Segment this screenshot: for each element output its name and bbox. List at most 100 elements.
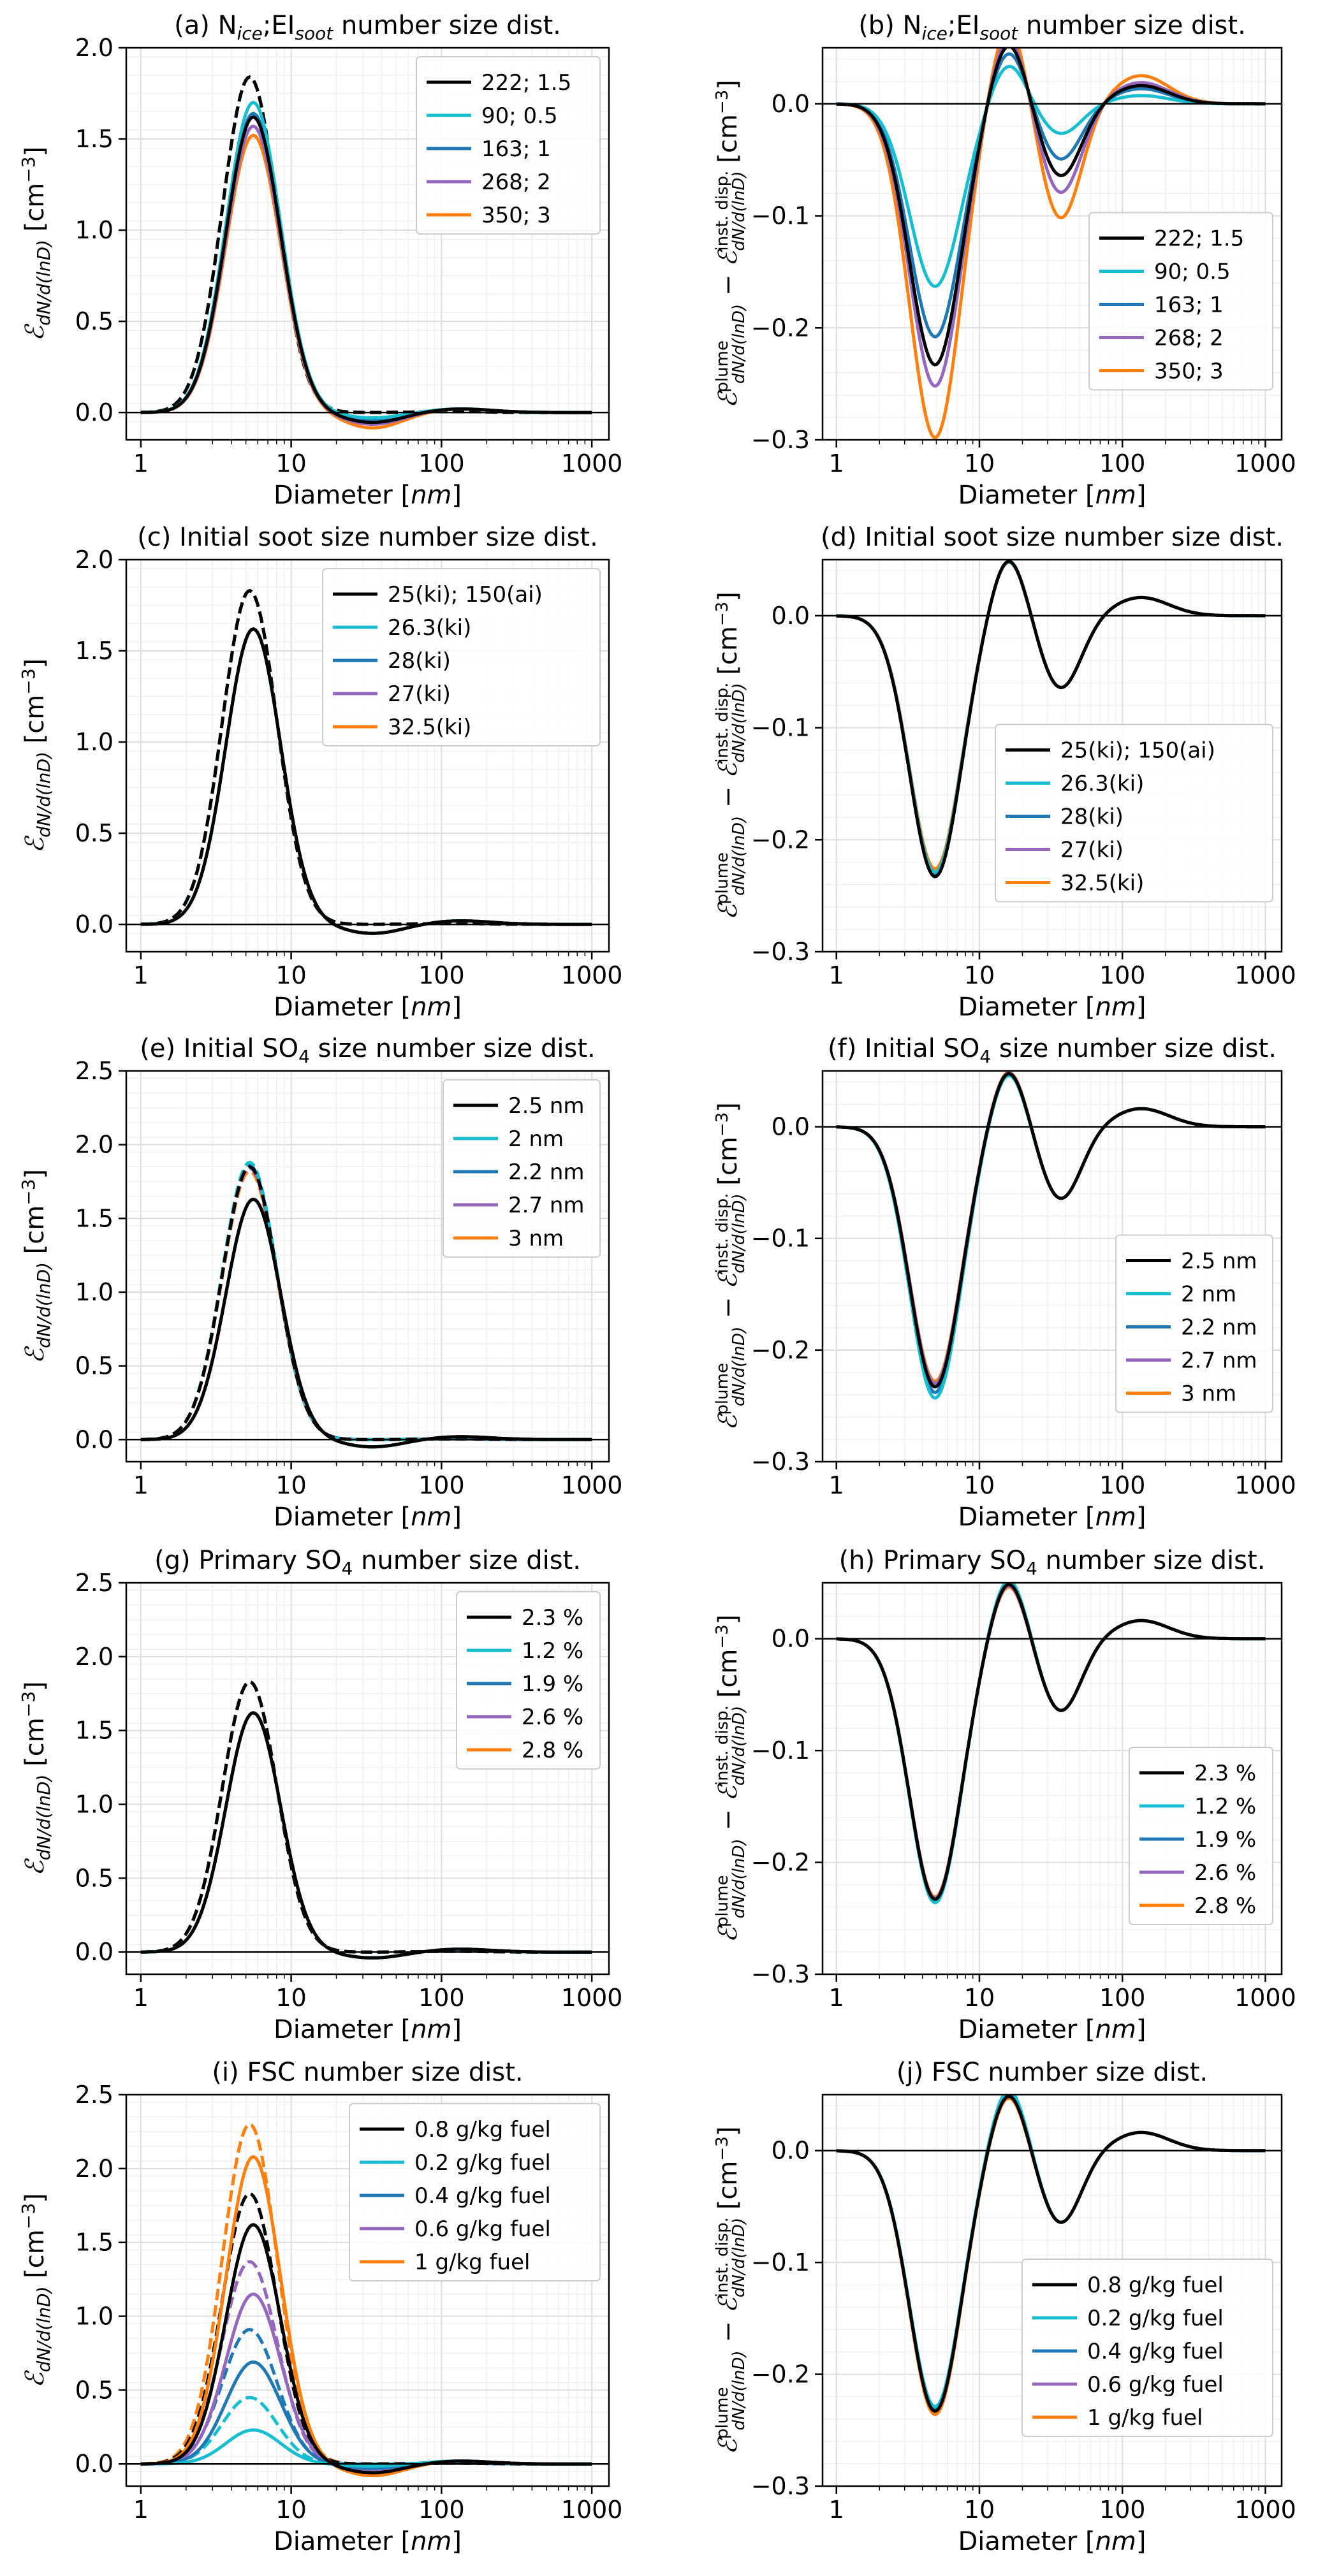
legend: 2.3 % 1.2 % 1.9 % 2.6 % 2.8 %: [1129, 1747, 1273, 1925]
legend-label: 28(ki): [388, 648, 451, 674]
legend-label: 0.8 g/kg fuel: [1087, 2273, 1224, 2298]
y-label-symbol: ℰ: [714, 390, 743, 408]
y-label-unit: [cm: [714, 114, 743, 171]
x-axis-label: Diameter [nm]: [958, 2527, 1146, 2556]
y-axis-label: ℰdN/d(lnD) [cm−3]: [18, 1681, 54, 1875]
x-axis-label-text: ]: [1136, 1503, 1146, 1532]
y-tick-label: 2.5: [75, 1569, 113, 1597]
series-line: [836, 1583, 1266, 1902]
x-axis-label-unit: nm: [411, 2527, 451, 2556]
axes-frame: [821, 47, 1283, 441]
y-tick-label: 2.0: [75, 1643, 113, 1671]
y-tick-label: −0.2: [751, 314, 810, 342]
legend-label: 0.6 g/kg fuel: [414, 2216, 551, 2242]
y-label-subscript: dN/d(lnD): [729, 816, 749, 896]
y-label-unit: [cm: [20, 183, 50, 240]
legend-label: 2.6 %: [1194, 1860, 1256, 1886]
x-axis-label: Diameter [nm]: [274, 481, 462, 510]
x-axis-label-text: ]: [451, 2015, 462, 2044]
legend-label: 25(ki); 150(ai): [1060, 738, 1215, 764]
legend-frame: [322, 568, 601, 746]
axes-frame: [125, 558, 610, 953]
legend-label: 0.2 g/kg fuel: [414, 2150, 551, 2176]
x-tick-label: 1000: [561, 961, 623, 989]
y-axis-label: ℰdN/d(lnD) [cm−3]: [18, 659, 54, 853]
legend-frame: [995, 724, 1273, 903]
y-tick-label: −0.1: [751, 714, 810, 742]
x-tick-label: 100: [418, 449, 465, 477]
legend: 2.5 nm 2 nm 2.2 nm 2.7 nm 3 nm: [1115, 1234, 1273, 1413]
y-tick-label: 0.0: [75, 1938, 113, 1966]
y-label-sup: −3: [18, 1691, 39, 1717]
y-label-unit: [cm: [20, 1717, 50, 1774]
y-label-unit: ]: [714, 592, 743, 602]
legend-label: 2.8 %: [522, 1738, 583, 1763]
legend-label: 28(ki): [1060, 804, 1124, 830]
y-tick-label: 2.0: [75, 1131, 113, 1159]
y-label-symbol: ℰ: [20, 2370, 50, 2388]
x-tick-label: 1000: [1234, 961, 1296, 989]
y-label-unit: [cm: [714, 1137, 743, 1193]
title-text: (f) Initial SO: [828, 1034, 979, 1063]
y-label-unit: [cm: [20, 2229, 50, 2286]
title-sub: 4: [342, 1558, 353, 1579]
y-tick-label: 0.0: [772, 2137, 810, 2165]
legend-label: 2.5 nm: [508, 1093, 585, 1119]
x-axis-label-text: ]: [1136, 2527, 1146, 2556]
y-axis-label: ℰplumedN/d(lnD) − ℰinst. disp.dN/d(lnD) …: [713, 80, 749, 408]
y-label-unit: [cm: [714, 1649, 743, 1706]
legend-frame: [349, 2103, 601, 2281]
x-axis-label-text: Diameter [: [958, 993, 1095, 1022]
y-tick-label: 2.0: [75, 2155, 113, 2183]
x-axis-label: Diameter [nm]: [274, 1503, 462, 1532]
y-label-sup: plume: [713, 1363, 732, 1415]
title-sub: soot: [979, 23, 1018, 44]
y-label-sup: inst. disp.: [713, 171, 732, 251]
legend-label: 3 nm: [508, 1226, 564, 1251]
series-line: [836, 560, 1266, 878]
y-tick-label: 1.5: [75, 2229, 113, 2257]
y-tick-label: −0.1: [751, 1736, 810, 1765]
y-tick-label: 0.5: [75, 1864, 113, 1892]
legend-label: 2.2 nm: [508, 1160, 585, 1185]
y-axis-label: ℰdN/d(lnD) [cm−3]: [18, 2193, 54, 2387]
x-tick-label: 1000: [561, 449, 623, 477]
y-label-sup: plume: [713, 1875, 732, 1928]
y-label-unit: ]: [714, 80, 743, 90]
x-axis-label-text: ]: [1136, 481, 1146, 510]
legend-label: 163; 1: [1154, 293, 1224, 318]
y-label-subscript: dN/d(lnD): [729, 2218, 749, 2297]
legend-label: 1 g/kg fuel: [1087, 2405, 1203, 2431]
x-axis-label: Diameter [nm]: [958, 993, 1146, 1022]
chart-title: (e) Initial SO4 size number size dist.: [140, 1034, 595, 1067]
axes-frame: [125, 1070, 610, 1463]
legend-label: 1.9 %: [1194, 1827, 1256, 1852]
x-axis-label-text: ]: [451, 993, 462, 1022]
y-label-unit: ]: [20, 2193, 50, 2203]
y-label-sup: −3: [713, 602, 732, 626]
y-axis-label: ℰplumedN/d(lnD) − ℰinst. disp.dN/d(lnD) …: [713, 2127, 749, 2455]
x-axis-label: Diameter [nm]: [274, 2527, 462, 2556]
x-tick-label: 100: [418, 2496, 465, 2524]
title-text: size number size dist.: [310, 1034, 596, 1063]
legend-label: 1.2 %: [522, 1638, 583, 1664]
y-label-symbol: ℰ: [714, 1413, 743, 1430]
y-label-sup: −3: [713, 2136, 732, 2160]
y-tick-label: 1.5: [75, 125, 113, 153]
x-axis-label-text: Diameter [: [274, 481, 411, 510]
chart-title: (i) FSC number size dist.: [212, 2058, 523, 2087]
legend-label: 2 nm: [508, 1126, 564, 1152]
x-tick-label: 1: [133, 2496, 149, 2524]
x-axis-label-unit: nm: [1095, 481, 1136, 510]
x-axis-label-text: Diameter [: [958, 2015, 1095, 2044]
title-text: (a) N: [174, 11, 237, 40]
legend-label: 163; 1: [481, 136, 551, 162]
x-tick-label: 1: [829, 1984, 844, 2012]
y-label-sup: inst. disp.: [713, 683, 732, 763]
y-tick-label: 1.0: [75, 728, 113, 756]
x-axis-label: Diameter [nm]: [958, 1503, 1146, 1532]
x-tick-label: 1: [133, 1471, 149, 1499]
